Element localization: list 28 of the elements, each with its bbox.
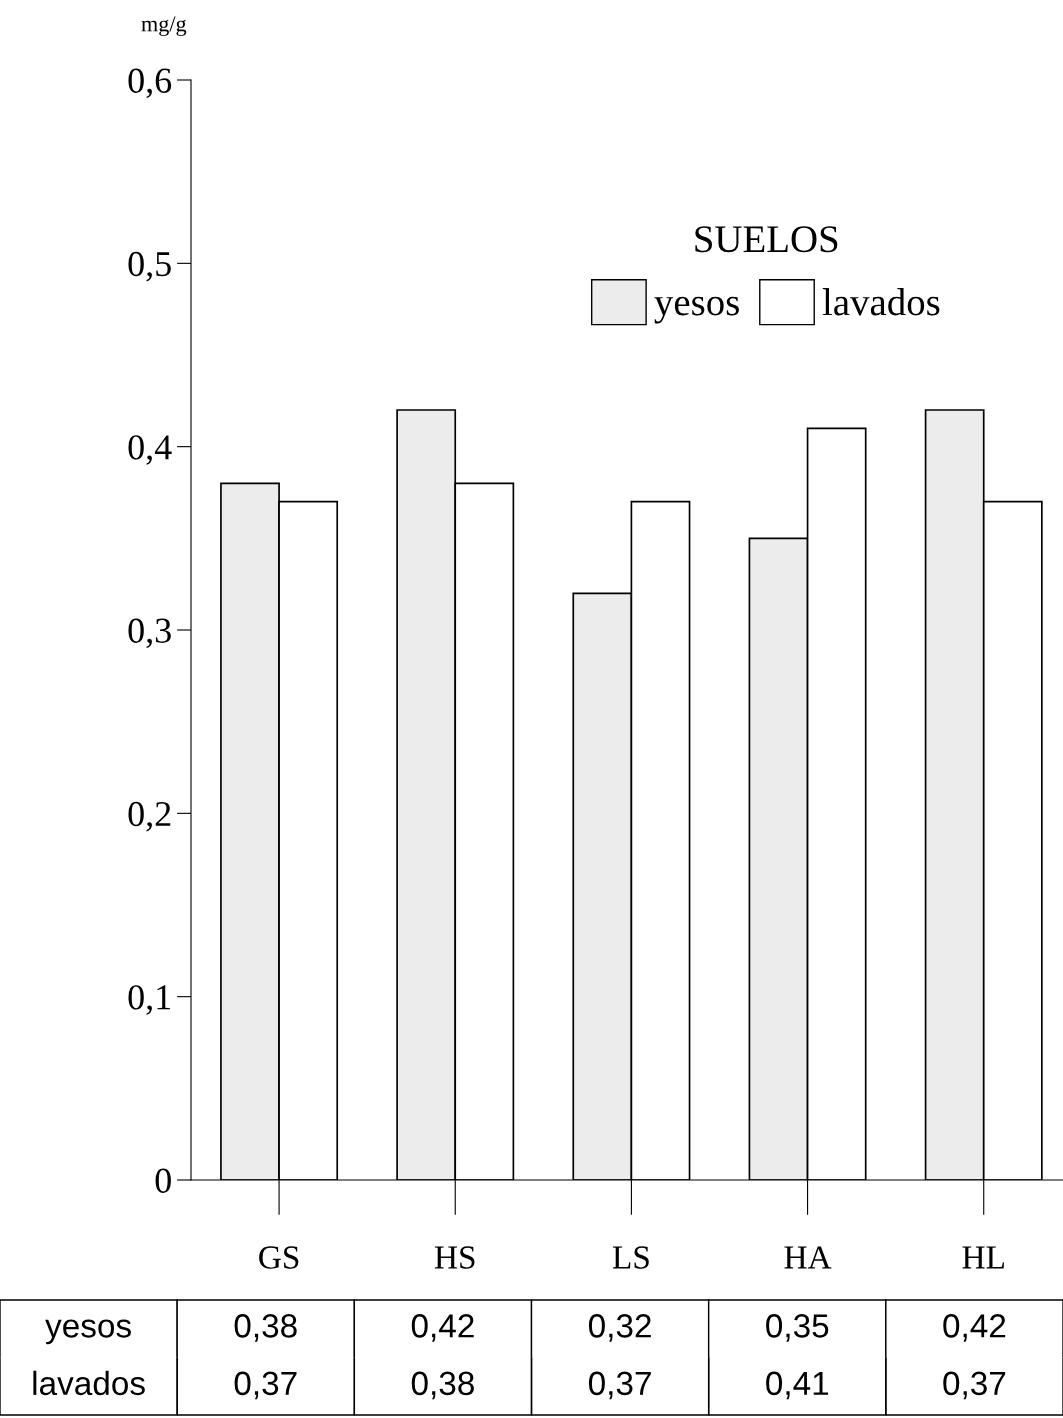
y-tick-label: 0 xyxy=(155,1168,171,1193)
y-tick-label: 0,4 xyxy=(128,435,172,465)
y-tick-label: 0,6 xyxy=(128,68,172,99)
legend-title: SUELOS xyxy=(695,226,838,253)
y-axis-title: mg/g xyxy=(141,16,187,36)
data-label: 0,42 xyxy=(943,1314,1006,1342)
legend-label: yesos xyxy=(654,296,739,324)
text: yesos xyxy=(45,1319,131,1345)
x-tick-label: HS xyxy=(434,1246,475,1269)
y-tick-label: 0,5 xyxy=(128,251,171,282)
text: lavados xyxy=(33,1370,145,1396)
data-label: 0,41 xyxy=(766,1371,829,1400)
legend-label: lavados xyxy=(822,288,940,316)
y-tick-label: 0,2 xyxy=(128,801,171,832)
x-tick-label: HA xyxy=(784,1246,832,1269)
data-label: 0,32 xyxy=(588,1314,651,1342)
data-label: 0,37 xyxy=(588,1371,651,1400)
data-label: 0,37 xyxy=(943,1371,1006,1400)
data-label: 0,37 xyxy=(234,1371,297,1400)
x-tick-label: LS xyxy=(612,1246,649,1269)
y-tick-label: 0,1 xyxy=(128,985,171,1015)
data-label: 0,35 xyxy=(766,1314,829,1342)
data-label: 0,38 xyxy=(411,1371,474,1400)
x-tick-label: GS xyxy=(259,1246,299,1269)
data-label: 0,38 xyxy=(234,1314,297,1342)
y-tick-label: 0,3 xyxy=(128,618,171,649)
x-tick-label: HL xyxy=(962,1246,1004,1269)
data-label: 0,42 xyxy=(411,1314,474,1342)
